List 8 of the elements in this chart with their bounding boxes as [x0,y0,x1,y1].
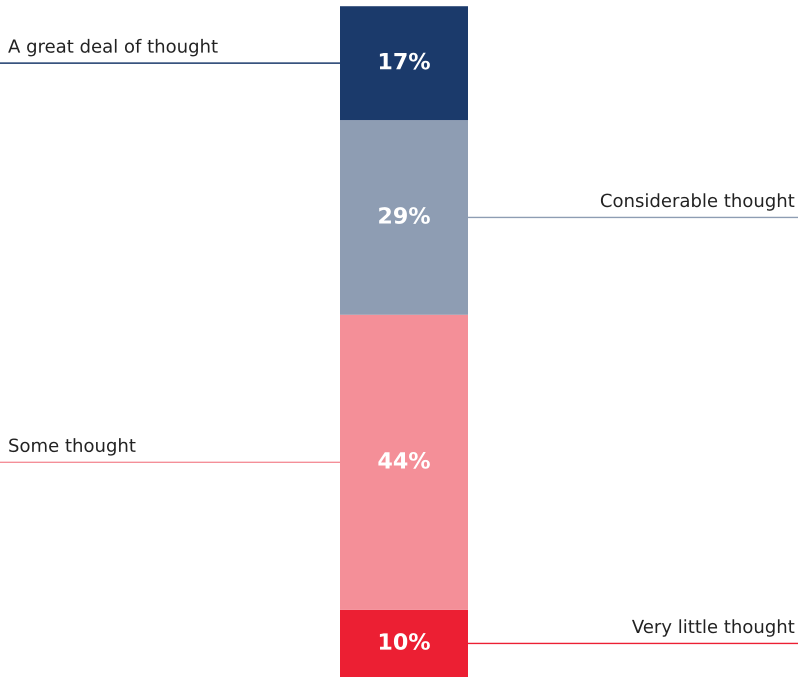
text: A great deal of thought [8,38,218,56]
data-label: 29% [379,207,430,224]
text: Considerable thought [600,193,794,211]
data-label: 44% [378,452,430,469]
text: Very little thought [632,619,794,637]
data-label: 10% [380,633,430,650]
text: Some thought [9,438,136,456]
data-label: 17% [380,52,430,70]
